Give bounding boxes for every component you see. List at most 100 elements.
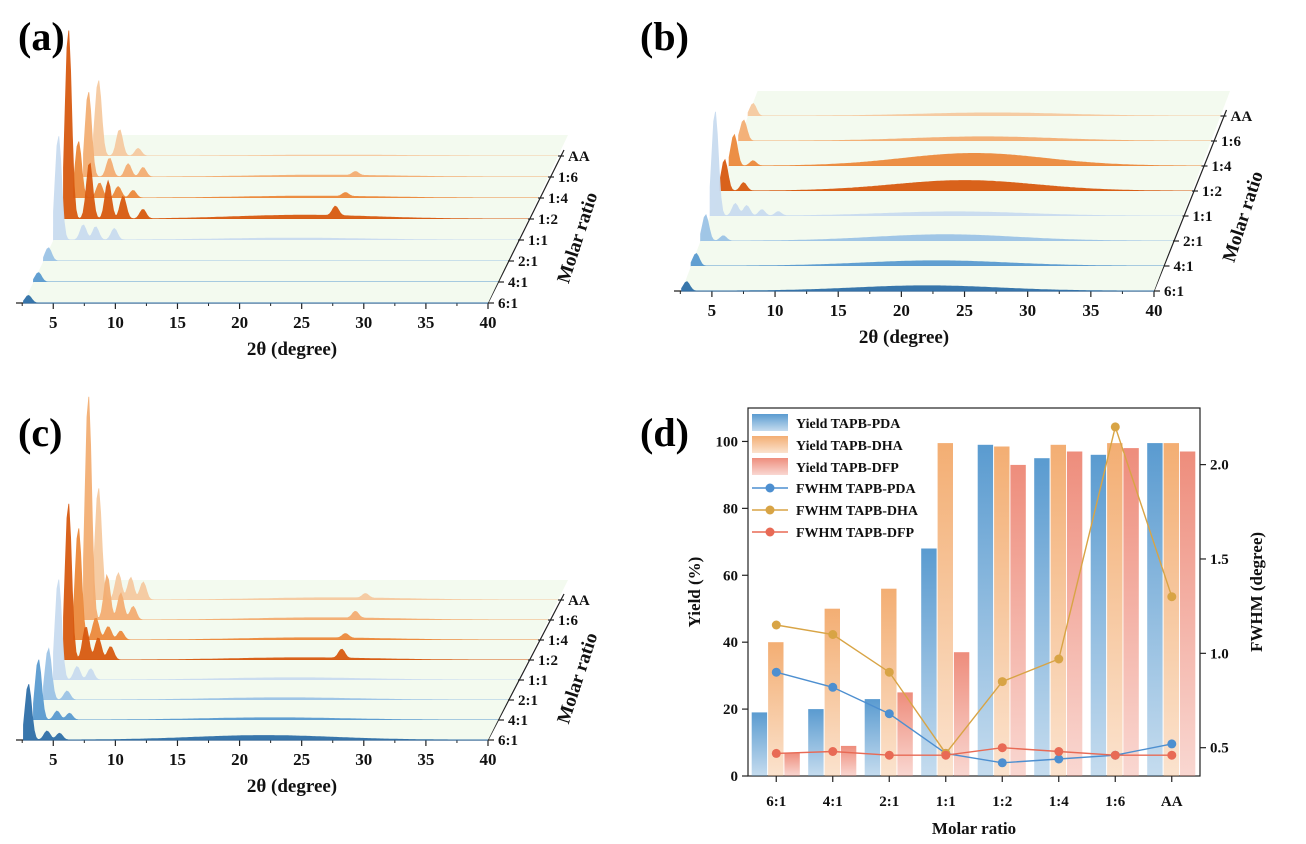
series-label: 1:6	[558, 170, 578, 186]
x-axis-label: 2θ (degree)	[859, 327, 949, 348]
series-label: 2:1	[1183, 234, 1203, 250]
x-tick-label: 40	[480, 313, 497, 332]
series-slab	[73, 177, 548, 198]
y2-tick-label: 0.5	[1210, 741, 1229, 757]
series-label: 1:2	[538, 653, 558, 669]
series-slab	[691, 241, 1173, 266]
legend-swatch	[752, 458, 788, 475]
x-tick-label: 5	[49, 313, 58, 332]
panel-c-waterfall: (c) 5 10 15 20 25 30 35 40 2θ (degree) AA 1:6 1:4 1:2…	[16, 396, 602, 797]
panel-a-waterfall: (a) 5 10 15 20 25 30 35 40 2θ (degree) AA 1:6 1:4 1:2…	[16, 14, 602, 360]
series-label: 1:6	[558, 613, 578, 629]
bar	[977, 444, 994, 776]
x-tick-label: 5	[708, 301, 717, 320]
series-label: 1:4	[548, 191, 568, 207]
x-tick-label: 25	[956, 301, 973, 320]
y-tick-label: 20	[723, 702, 738, 718]
line-point	[771, 620, 781, 630]
legend-label: Yield TAPB-PDA	[796, 417, 901, 432]
legend-marker	[765, 527, 775, 537]
series-label: 6:1	[498, 733, 518, 749]
series-line	[776, 424, 1173, 755]
y2-tick-label: 1.5	[1210, 552, 1229, 568]
bar	[1123, 448, 1139, 776]
series-label: 1:1	[528, 233, 548, 249]
series-slab	[43, 240, 518, 261]
x-tick-label: 1:2	[992, 794, 1012, 810]
x-tick-label: 15	[830, 301, 847, 320]
panel-letter: (d)	[640, 410, 689, 455]
series-slab	[53, 660, 528, 680]
bar	[824, 608, 840, 776]
line-point	[997, 743, 1007, 753]
line-point	[1110, 750, 1120, 760]
series-label: 1:1	[528, 673, 548, 689]
bar	[864, 699, 881, 776]
line-point	[1054, 754, 1064, 764]
series-label: 4:1	[508, 275, 528, 291]
series-slab	[719, 166, 1202, 191]
x-tick-label: 4:1	[823, 794, 843, 810]
series-label: 6:1	[498, 296, 518, 312]
legend-label: FWHM TAPB-DFP	[796, 526, 915, 541]
series-label: AA	[568, 149, 590, 165]
line-point	[941, 750, 951, 760]
panel-letter: (b)	[640, 14, 689, 59]
series-area-1-2	[719, 158, 1193, 192]
series-slab	[83, 600, 558, 620]
bar	[1010, 464, 1026, 776]
line-point	[997, 758, 1007, 768]
bar	[768, 642, 784, 776]
bar	[1034, 458, 1050, 776]
line-point	[771, 748, 781, 758]
series-label: 6:1	[1164, 284, 1184, 300]
legend-marker	[765, 505, 775, 515]
series-label: 1:4	[1212, 159, 1232, 175]
y-tick-label: 0	[731, 769, 739, 785]
series-label: 1:1	[1193, 209, 1213, 225]
x-tick-label: 10	[767, 301, 784, 320]
series-slab	[738, 116, 1221, 141]
x-tick-label: 30	[355, 313, 372, 332]
x-tick-label: 1:6	[1105, 794, 1125, 810]
series-slab	[681, 266, 1164, 291]
series-label: 1:2	[538, 212, 558, 228]
x-tick-label: 20	[231, 313, 248, 332]
x-tick-label: 25	[293, 313, 310, 332]
bar	[1163, 443, 1179, 776]
x-tick-label: 5	[49, 750, 58, 769]
depth-axis-line	[487, 149, 565, 304]
line-point	[828, 682, 838, 692]
panel-letter: (c)	[18, 410, 62, 455]
series-slab	[43, 680, 518, 700]
bar	[1107, 443, 1123, 776]
line-point	[884, 709, 894, 719]
bar	[937, 443, 953, 776]
series-slab	[33, 700, 508, 720]
legend-label: FWHM TAPB-PDA	[796, 482, 917, 497]
bar	[994, 446, 1010, 776]
line-point	[1167, 592, 1177, 602]
bar	[1066, 451, 1083, 776]
line-point	[884, 667, 894, 677]
x-tick-label: 10	[107, 313, 124, 332]
series-line	[776, 746, 1172, 756]
series-slab	[63, 640, 538, 660]
y2-tick-label: 1.0	[1210, 646, 1229, 662]
x-tick-label: 30	[1019, 301, 1036, 320]
x-tick-label: 15	[169, 313, 186, 332]
series-slab	[83, 156, 558, 177]
depth-axis-label: Molar ratio	[1219, 169, 1268, 265]
series-label: 2:1	[518, 693, 538, 709]
series-slab	[93, 135, 568, 156]
x-tick-label: 20	[893, 301, 910, 320]
legend-label: Yield TAPB-DHA	[796, 439, 904, 454]
series-slab	[93, 580, 568, 600]
y-tick-label: 100	[716, 434, 739, 450]
x-tick-label: 35	[417, 313, 434, 332]
bar	[808, 709, 824, 776]
x-tick-label: 15	[169, 750, 186, 769]
x-tick-label: 35	[1082, 301, 1099, 320]
series-label: 1:4	[548, 633, 568, 649]
